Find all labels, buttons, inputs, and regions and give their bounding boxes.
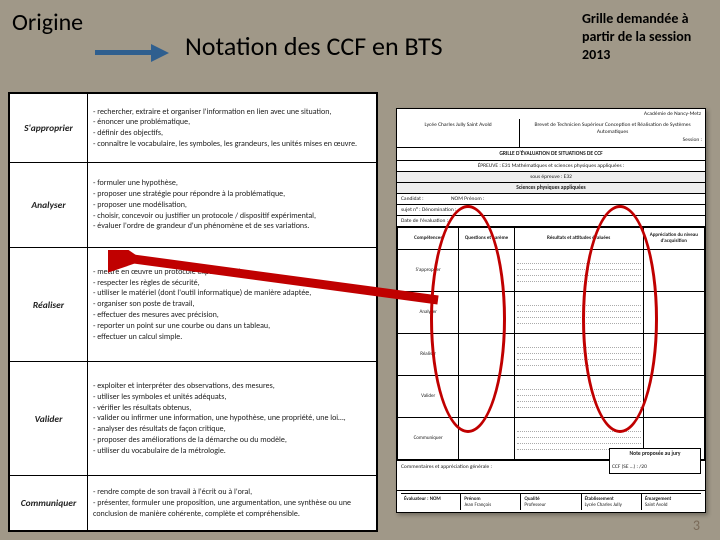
date-label: Date de l'évaluation : <box>397 216 705 227</box>
sujet-label: sujet n° : Dénomination : <box>397 205 705 216</box>
competence-desc: - rendre compte de son travail à l'écrit… <box>88 476 377 531</box>
form-title: GRILLE D'ÉVALUATION DE SITUATIONS DE CCF <box>397 148 705 161</box>
competence-desc: - rechercher, extraire et organiser l'in… <box>88 94 377 163</box>
sign-cell: ÉtablissementLycée Charles Jully <box>582 494 642 510</box>
competences-table: S'approprier- rechercher, extraire et or… <box>8 92 378 532</box>
sign-cell: QualitéProfesseur <box>521 494 581 510</box>
origine-label: Origine <box>12 8 83 37</box>
epreuve-label: ÉPREUVE : E31 Mathématiques et sciences … <box>397 161 705 172</box>
competence-label: S'approprier <box>10 94 88 163</box>
red-oval-icon <box>582 205 658 433</box>
competence-desc: - formuler une hypothèse,- proposer une … <box>88 163 377 247</box>
grid-header: Appréciation du niveau d'acquisition <box>643 227 704 249</box>
competence-label: Valider <box>10 362 88 476</box>
diplome-label: Brevet de Technicien Supérieur Conceptio… <box>523 122 702 135</box>
lycee-cell: Lycée Charles Jully Saint Avold <box>397 119 520 147</box>
sous-epreuve-label: sous épreuve : E32 <box>397 172 705 183</box>
slide-number: 3 <box>693 517 700 534</box>
slide-title: Notation des CCF en BTS <box>185 30 443 62</box>
note-ccf-line: CCF (SE …) : /20 <box>612 464 698 471</box>
note-box: Note proposée au jury CCF (SE …) : /20 <box>609 448 701 474</box>
signature-row: Évaluateur : NOMPrénomJean FrançoisQuali… <box>401 493 701 510</box>
sign-cell: PrénomJean François <box>461 494 521 510</box>
grille-note: Grille demandée à partir de la session 2… <box>582 10 702 65</box>
note-title: Note proposée au jury <box>612 451 698 458</box>
competence-desc: - mettre en œuvre un protocole expérimen… <box>88 247 377 361</box>
red-oval-icon <box>430 205 506 433</box>
competence-label: Communiquer <box>10 476 88 531</box>
session-label: Session : <box>523 137 702 144</box>
grid-row-label: Communiquer <box>398 417 459 459</box>
matiere-label: Sciences physiques appliquées <box>397 183 705 194</box>
competence-label: Analyser <box>10 163 88 247</box>
sign-cell: Évaluateur : NOM <box>401 494 461 510</box>
competence-desc: - exploiter et interpréter des observati… <box>88 362 377 476</box>
blue-arrow-icon <box>95 46 175 60</box>
grid-cell <box>643 375 704 417</box>
candidat-label: Candidat : <box>401 196 424 202</box>
academie-label: Académie de Nancy-Metz <box>397 109 705 119</box>
competence-label: Réaliser <box>10 247 88 361</box>
nom-prenom-label: NOM Prénom : <box>451 196 484 202</box>
sign-cell: ÉmargementSaint Avold <box>642 494 701 510</box>
